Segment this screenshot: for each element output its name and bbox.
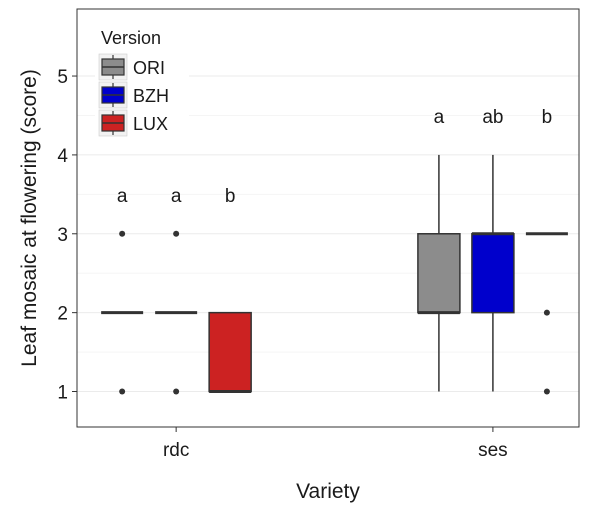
box-bzh-rdc [155, 230, 198, 395]
outlier-point [173, 388, 180, 395]
significance-letter: a [434, 107, 445, 128]
outlier-point [543, 309, 550, 316]
x-tick-label: ses [478, 440, 508, 461]
panel-border [76, 8, 580, 428]
y-axis: 1 2 3 4 5 [57, 67, 77, 404]
legend-title: Version [101, 28, 161, 48]
x-axis-title: Variety [296, 480, 360, 503]
outlier-point [119, 230, 126, 237]
boxes-layer [101, 154, 568, 395]
y-tick-label: 1 [57, 383, 68, 404]
legend-label-bzh: BZH [133, 86, 169, 106]
significance-letter: b [542, 107, 553, 128]
box-lux-rdc [208, 311, 252, 394]
significance-letter: a [117, 186, 128, 207]
legend: Version ORI BZH LUX [95, 22, 189, 148]
legend-key-ori [98, 53, 128, 81]
significance-letter: a [171, 186, 182, 207]
y-tick-label: 4 [57, 146, 68, 167]
outlier-point [119, 388, 126, 395]
legend-key-bzh [98, 81, 128, 109]
legend-label-lux: LUX [133, 114, 168, 134]
legend-label-ori: ORI [133, 58, 165, 78]
significance-letters: a a a ab b b [117, 107, 552, 207]
y-tick-label: 2 [57, 304, 68, 325]
x-axis: rdc ses [163, 427, 508, 461]
significance-letter: b [225, 186, 236, 207]
box-body [208, 311, 252, 393]
y-tick-label: 3 [57, 225, 68, 246]
significance-letter: ab [482, 107, 503, 128]
x-tick-label: rdc [163, 440, 189, 461]
box-ori-ses [417, 154, 461, 392]
legend-key-lux [98, 109, 128, 137]
box-bzh-ses [471, 154, 515, 392]
outlier-point [173, 230, 180, 237]
box-body [417, 233, 461, 314]
outlier-point [543, 388, 550, 395]
box-lux-ses [525, 232, 568, 395]
box-body [471, 233, 515, 314]
y-tick-label: 5 [57, 67, 68, 88]
y-axis-title: Leaf mosaic at flowering (score) [18, 69, 41, 367]
box-ori-rdc [101, 230, 144, 395]
